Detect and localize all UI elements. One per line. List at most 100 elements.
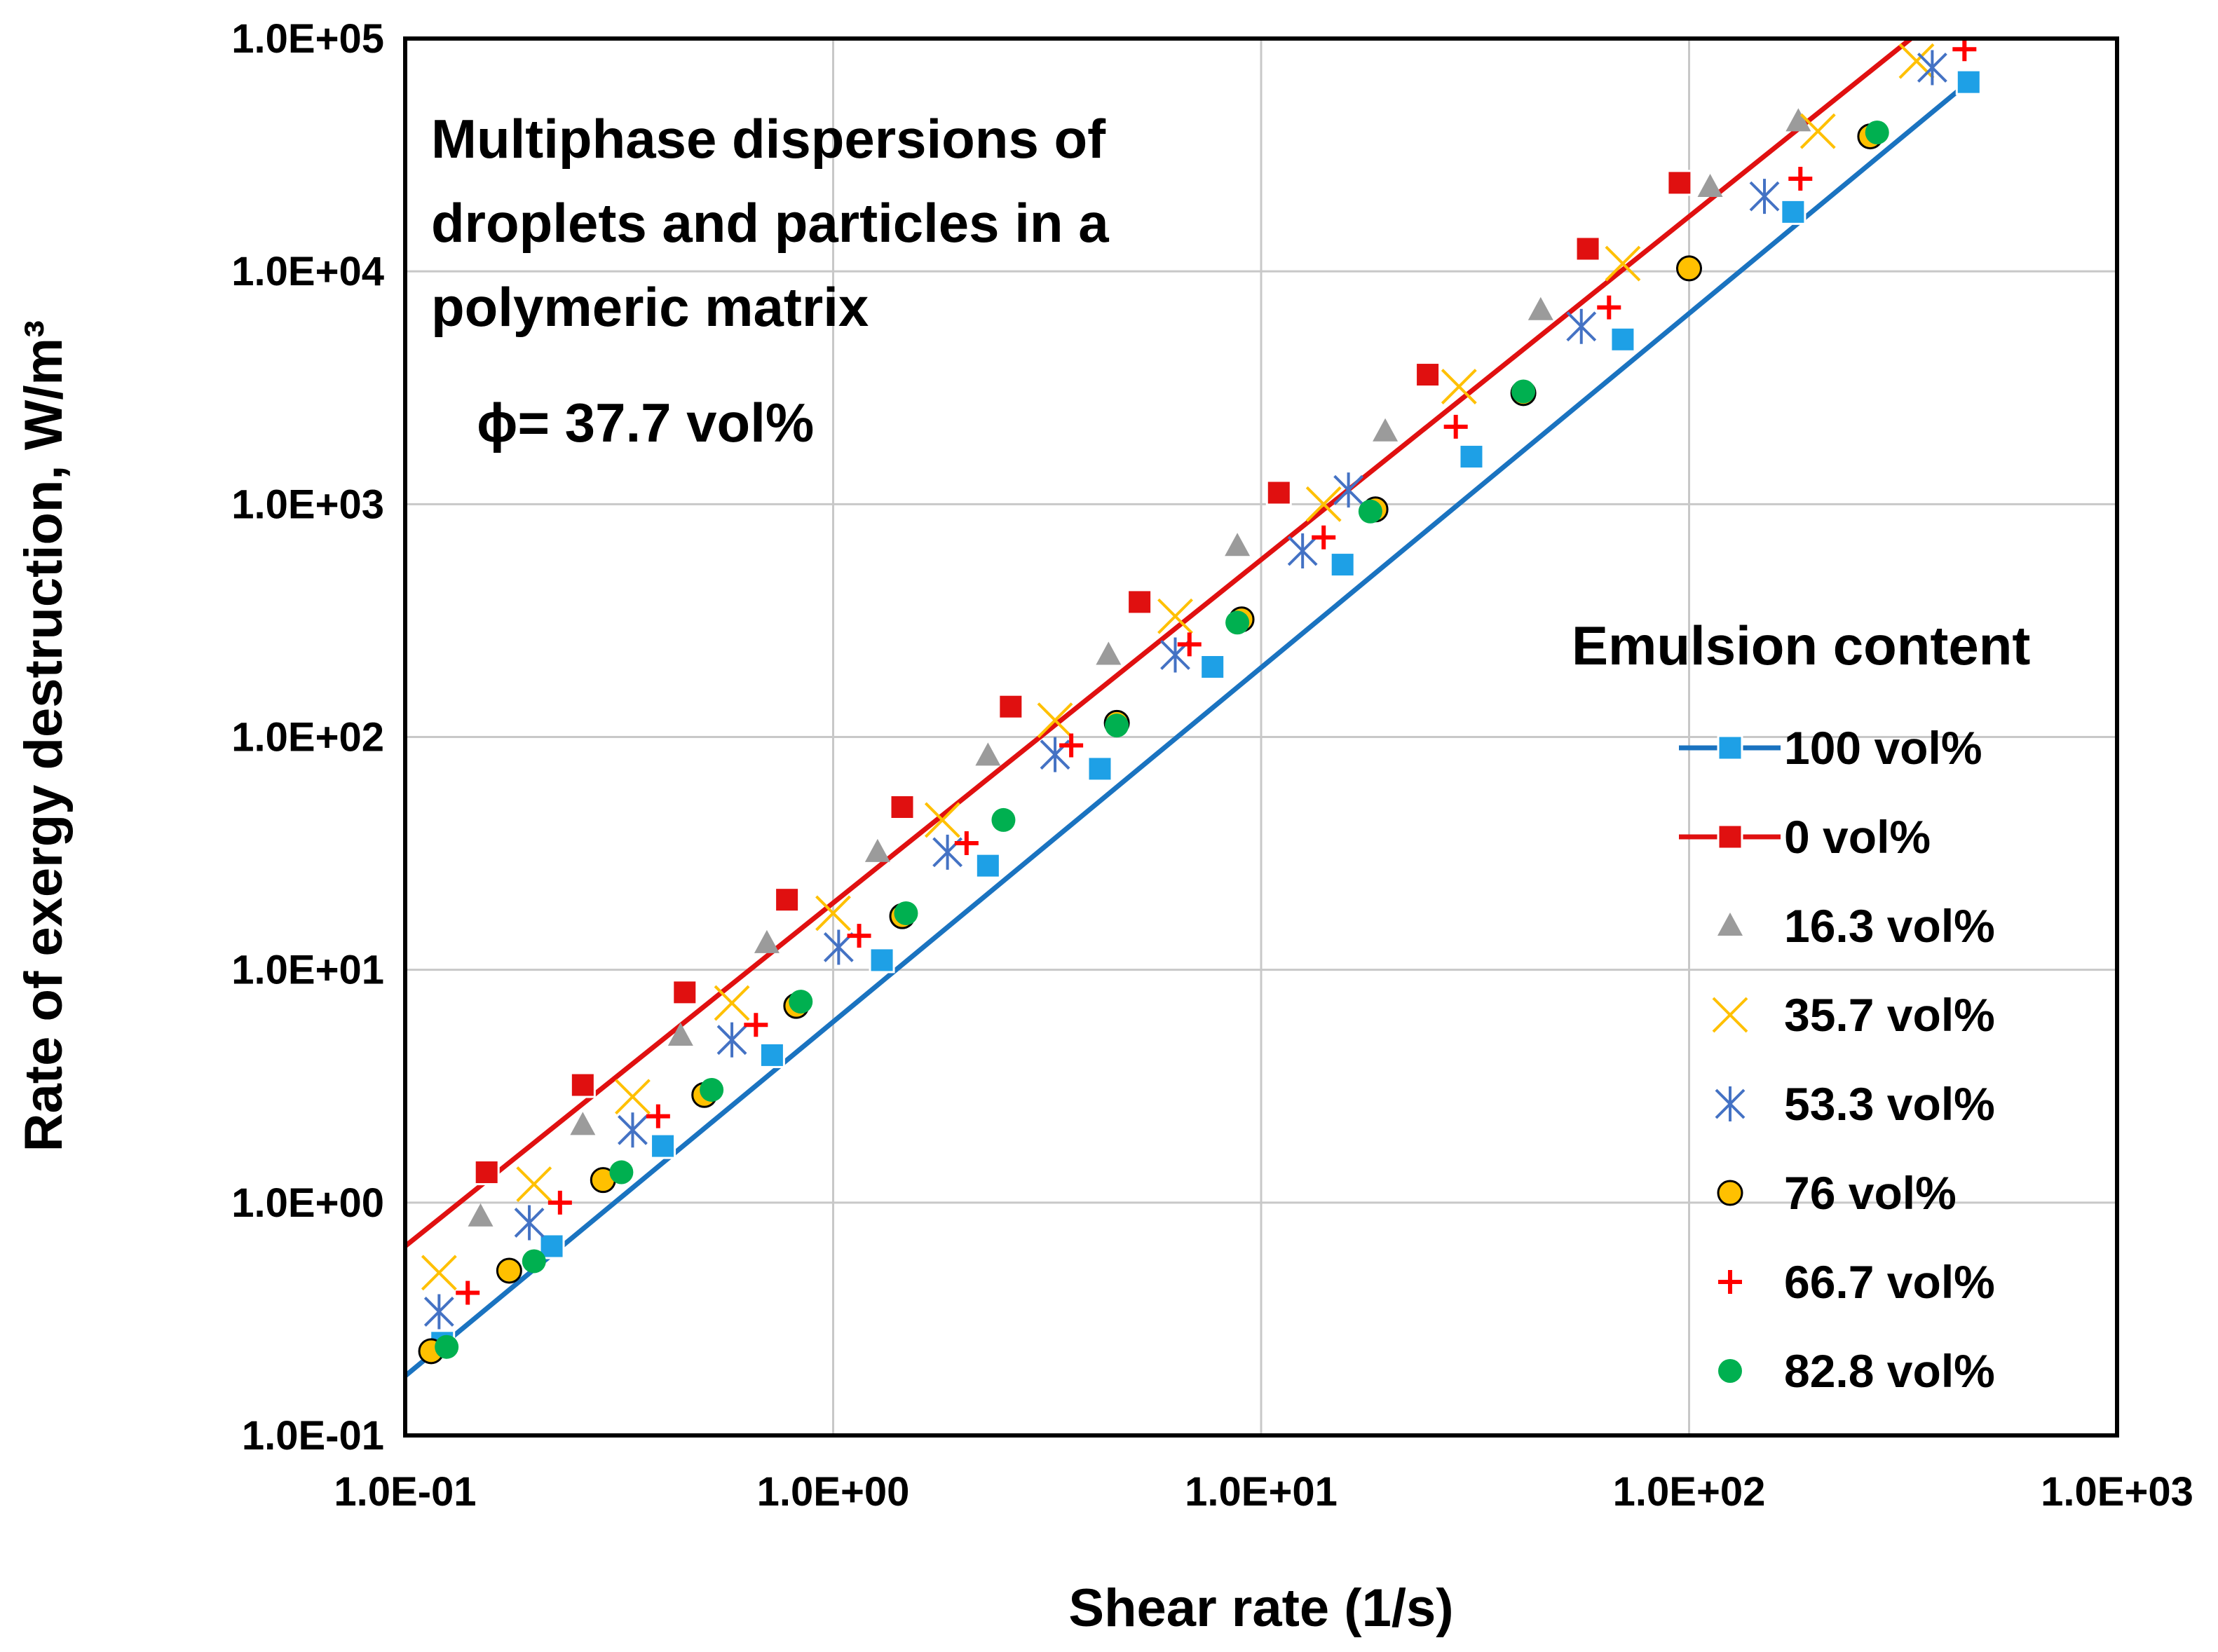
data-point: [1574, 235, 1601, 262]
data-point: [1788, 166, 1813, 191]
data-point: [1511, 379, 1536, 404]
plot-area: [403, 36, 2119, 1438]
y-axis-ticks: 1.0E-01 1.0E+00 1.0E+01 1.0E+02 1.0E+03 1.0E+…: [231, 16, 384, 1459]
x-tick-label: 1.0E-01: [334, 1469, 476, 1515]
series-35-7-vol: [421, 43, 1935, 1291]
data-point: [496, 1257, 522, 1284]
data-point: [998, 693, 1024, 720]
data-point: [744, 1013, 768, 1037]
data-point: [1087, 756, 1113, 782]
data-point: [514, 1205, 545, 1241]
data-point: [1373, 418, 1399, 442]
data-point: [924, 802, 960, 838]
legend-label: 53.3 vol%: [1784, 1078, 1995, 1130]
x-axis-ticks: 1.0E-01 1.0E+00 1.0E+01 1.0E+02 1.0E+03: [334, 1469, 2193, 1515]
data-points: [418, 39, 1982, 1365]
fit-line-100-vol: [405, 80, 1971, 1378]
legend-label: 82.8 vol%: [1784, 1345, 1995, 1397]
data-point: [1441, 369, 1477, 404]
y-tick-label: 1.0E+01: [231, 948, 384, 993]
data-point: [1225, 610, 1250, 635]
legend-item-35-7-vol: 35.7 vol%: [1712, 989, 1995, 1041]
legend-item-16-3-vol: 16.3 vol%: [1717, 900, 1995, 952]
y-tick-label: 1.0E+03: [231, 482, 384, 527]
data-point: [714, 985, 750, 1021]
data-point: [1225, 533, 1251, 557]
data-point: [758, 1042, 785, 1068]
legend-marker: [1717, 913, 1743, 936]
annotation-line-2: droplets and particles in a: [431, 192, 1109, 254]
data-point: [516, 1166, 552, 1202]
data-point: [1287, 533, 1318, 568]
x-tick-label: 1.0E+01: [1185, 1469, 1338, 1515]
data-point: [1358, 499, 1382, 524]
data-point: [570, 1112, 596, 1135]
data-point: [667, 1023, 693, 1046]
data-point: [1037, 702, 1073, 739]
data-point: [456, 1281, 480, 1305]
data-point: [650, 1133, 676, 1159]
annotation-line-1: Multiphase dispersions of: [431, 108, 1106, 170]
legend-item-53-3-vol: 53.3 vol%: [1715, 1078, 1995, 1130]
legend-marker: [1717, 735, 1743, 761]
data-point: [615, 1079, 651, 1115]
x-tick-label: 1.0E+00: [757, 1469, 910, 1515]
series-16-3-vol: [468, 108, 1811, 1227]
data-point: [1333, 472, 1364, 508]
data-point: [1799, 113, 1836, 149]
y-tick-label: 1.0E+05: [231, 16, 384, 62]
legend-marker: [1715, 1086, 1746, 1121]
data-point: [1265, 479, 1292, 506]
data-point: [1329, 552, 1356, 578]
data-point: [1127, 589, 1153, 615]
data-point: [1305, 486, 1342, 522]
data-point: [1605, 245, 1641, 282]
fit-lines: [405, 39, 1971, 1378]
x-tick-label: 1.0E+02: [1613, 1469, 1766, 1515]
legend-marker: [1717, 1180, 1743, 1206]
legend-title: Emulsion content: [1572, 615, 2030, 676]
data-point: [1952, 39, 1977, 62]
data-point: [1566, 308, 1597, 344]
data-point: [1697, 174, 1723, 198]
data-point: [609, 1160, 634, 1185]
data-point: [975, 742, 1001, 766]
annotation-phi: ϕ= 37.7 vol%: [477, 392, 814, 453]
data-point: [1917, 50, 1947, 86]
data-point: [1157, 598, 1193, 634]
y-tick-label: 1.0E-01: [242, 1413, 384, 1459]
data-point: [468, 1203, 494, 1227]
data-point: [869, 947, 895, 974]
data-point: [1059, 733, 1084, 758]
data-point: [522, 1249, 546, 1274]
y-axis-title: Rate of exergy destruction, W/m³: [14, 320, 74, 1152]
legend-label: 66.7 vol%: [1784, 1256, 1995, 1308]
data-point: [774, 887, 801, 913]
y-tick-label: 1.0E+02: [231, 715, 384, 760]
x-tick-label: 1.0E+03: [2041, 1469, 2193, 1515]
data-point: [700, 1077, 724, 1102]
data-point: [1415, 362, 1441, 388]
data-point: [473, 1159, 500, 1186]
data-point: [1666, 170, 1693, 196]
data-point: [1443, 414, 1468, 439]
data-point: [1676, 255, 1702, 282]
data-point: [889, 793, 916, 820]
data-point: [1865, 120, 1889, 144]
data-point: [991, 807, 1016, 832]
legend-label: 16.3 vol%: [1784, 900, 1995, 952]
data-point: [421, 1255, 457, 1291]
data-point: [864, 838, 890, 862]
data-point: [618, 1112, 648, 1148]
data-point: [1955, 69, 1982, 95]
data-point: [1528, 296, 1553, 320]
data-point: [672, 979, 698, 1006]
data-point: [954, 831, 979, 855]
data-point: [754, 929, 780, 953]
data-point: [435, 1334, 459, 1359]
data-point: [1780, 198, 1807, 225]
data-point: [1749, 179, 1780, 214]
legend: Emulsion content 100 vol% 0 vol% 16.3 vol%…: [1572, 615, 2030, 1397]
y-tick-label: 1.0E+04: [231, 249, 384, 294]
